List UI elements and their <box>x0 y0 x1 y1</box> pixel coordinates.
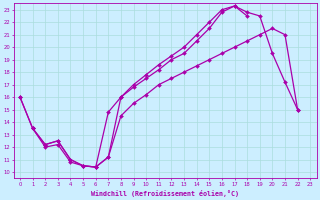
X-axis label: Windchill (Refroidissement éolien,°C): Windchill (Refroidissement éolien,°C) <box>91 190 239 197</box>
